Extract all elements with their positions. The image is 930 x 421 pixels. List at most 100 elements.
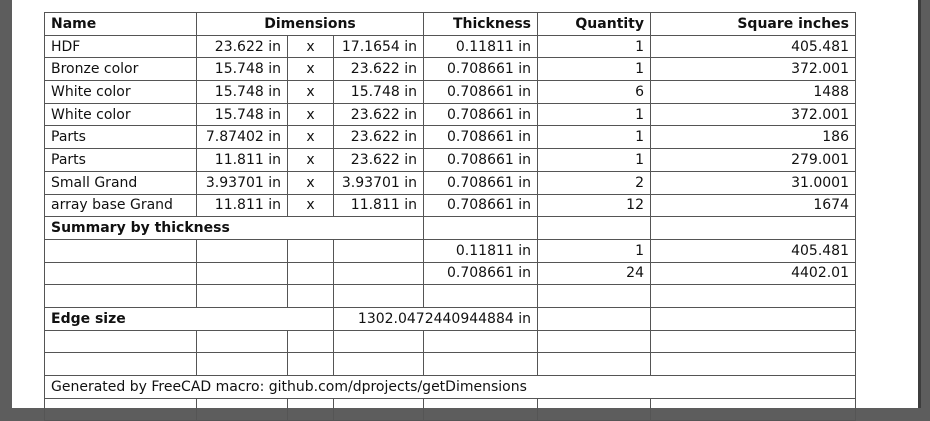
cell-quantity[interactable]: 1 (537, 57, 651, 82)
cell-dim2[interactable]: 23.622 in (333, 102, 424, 127)
cell-thickness[interactable]: 0.708661 in (423, 80, 538, 104)
empty-cell[interactable] (44, 238, 197, 263)
cell-dim1[interactable]: 11.811 in (196, 148, 288, 172)
empty-cell[interactable] (423, 329, 538, 354)
summary-quantity[interactable]: 24 (537, 261, 651, 286)
empty-cell[interactable] (287, 238, 334, 263)
empty-cell[interactable] (537, 397, 651, 421)
cell-dim2[interactable]: 23.622 in (333, 125, 424, 150)
cell-x[interactable]: x (287, 80, 334, 104)
cell-x[interactable]: x (287, 148, 334, 172)
cell-square-inches[interactable]: 405.481 (650, 34, 856, 59)
cell-thickness[interactable]: 0.708661 in (423, 193, 538, 218)
cell-x[interactable]: x (287, 193, 334, 218)
empty-cell[interactable] (537, 329, 651, 354)
empty-cell[interactable] (423, 284, 538, 308)
empty-cell[interactable] (333, 397, 424, 421)
cell-name[interactable]: White color (44, 80, 197, 104)
empty-cell[interactable] (196, 352, 288, 376)
empty-cell[interactable] (333, 261, 424, 286)
empty-cell[interactable] (333, 238, 424, 263)
cell-dim2[interactable]: 23.622 in (333, 57, 424, 82)
summary-square-inches[interactable]: 4402.01 (650, 261, 856, 286)
cell-name[interactable]: White color (44, 102, 197, 127)
cell-square-inches[interactable]: 1674 (650, 193, 856, 218)
summary-thickness[interactable]: 0.11811 in (423, 238, 538, 263)
cell-square-inches[interactable]: 279.001 (650, 148, 856, 172)
cell-x[interactable]: x (287, 34, 334, 59)
empty-cell[interactable] (333, 284, 424, 308)
empty-cell[interactable] (650, 397, 856, 421)
empty-cell[interactable] (537, 216, 651, 240)
cell-dim1[interactable]: 3.93701 in (196, 170, 288, 195)
empty-cell[interactable] (423, 216, 538, 240)
cell-x[interactable]: x (287, 125, 334, 150)
summary-thickness[interactable]: 0.708661 in (423, 261, 538, 286)
empty-cell[interactable] (44, 329, 197, 354)
cell-dim2[interactable]: 11.811 in (333, 193, 424, 218)
summary-quantity[interactable]: 1 (537, 238, 651, 263)
cell-dim1[interactable]: 7.87402 in (196, 125, 288, 150)
header-quantity[interactable]: Quantity (537, 12, 651, 36)
empty-cell[interactable] (44, 261, 197, 286)
cell-square-inches[interactable]: 186 (650, 125, 856, 150)
empty-cell[interactable] (423, 352, 538, 376)
empty-cell[interactable] (44, 352, 197, 376)
cell-square-inches[interactable]: 1488 (650, 80, 856, 104)
cell-dim1[interactable]: 15.748 in (196, 80, 288, 104)
cell-square-inches[interactable]: 31.0001 (650, 170, 856, 195)
cell-thickness[interactable]: 0.708661 in (423, 125, 538, 150)
cell-dim2[interactable]: 23.622 in (333, 148, 424, 172)
cell-name[interactable]: Parts (44, 148, 197, 172)
cell-dim1[interactable]: 15.748 in (196, 102, 288, 127)
header-name[interactable]: Name (44, 12, 197, 36)
cell-dim1[interactable]: 23.622 in (196, 34, 288, 59)
cell-quantity[interactable]: 2 (537, 170, 651, 195)
cell-dim1[interactable]: 11.811 in (196, 193, 288, 218)
empty-cell[interactable] (650, 306, 856, 331)
cell-dim2[interactable]: 15.748 in (333, 80, 424, 104)
empty-cell[interactable] (650, 329, 856, 354)
empty-cell[interactable] (333, 329, 424, 354)
cell-square-inches[interactable]: 372.001 (650, 57, 856, 82)
cell-quantity[interactable]: 12 (537, 193, 651, 218)
cell-thickness[interactable]: 0.708661 in (423, 102, 538, 127)
cell-x[interactable]: x (287, 57, 334, 82)
edge-size-label[interactable]: Edge size (44, 306, 334, 331)
cell-thickness[interactable]: 0.708661 in (423, 57, 538, 82)
empty-cell[interactable] (287, 261, 334, 286)
cell-name[interactable]: HDF (44, 34, 197, 59)
cell-name[interactable]: array base Grand (44, 193, 197, 218)
cell-name[interactable]: Bronze color (44, 57, 197, 82)
cell-thickness[interactable]: 0.708661 in (423, 148, 538, 172)
empty-cell[interactable] (537, 306, 651, 331)
empty-cell[interactable] (196, 397, 288, 421)
empty-cell[interactable] (287, 284, 334, 308)
cell-name[interactable]: Parts (44, 125, 197, 150)
cell-x[interactable]: x (287, 102, 334, 127)
header-dimensions[interactable]: Dimensions (196, 12, 424, 36)
empty-cell[interactable] (287, 397, 334, 421)
summary-square-inches[interactable]: 405.481 (650, 238, 856, 263)
empty-cell[interactable] (196, 284, 288, 308)
empty-cell[interactable] (44, 397, 197, 421)
cell-quantity[interactable]: 1 (537, 148, 651, 172)
cell-quantity[interactable]: 1 (537, 102, 651, 127)
cell-quantity[interactable]: 1 (537, 34, 651, 59)
empty-cell[interactable] (423, 397, 538, 421)
empty-cell[interactable] (196, 329, 288, 354)
cell-thickness[interactable]: 0.708661 in (423, 170, 538, 195)
cell-dim2[interactable]: 3.93701 in (333, 170, 424, 195)
empty-cell[interactable] (650, 216, 856, 240)
empty-cell[interactable] (287, 352, 334, 376)
cell-dim1[interactable]: 15.748 in (196, 57, 288, 82)
cell-quantity[interactable]: 6 (537, 80, 651, 104)
cell-quantity[interactable]: 1 (537, 125, 651, 150)
empty-cell[interactable] (287, 329, 334, 354)
edge-size-value[interactable]: 1302.0472440944884 in (333, 306, 538, 331)
header-square-inches[interactable]: Square inches (650, 12, 856, 36)
cell-thickness[interactable]: 0.11811 in (423, 34, 538, 59)
cell-x[interactable]: x (287, 170, 334, 195)
empty-cell[interactable] (333, 352, 424, 376)
summary-title[interactable]: Summary by thickness (44, 216, 424, 240)
